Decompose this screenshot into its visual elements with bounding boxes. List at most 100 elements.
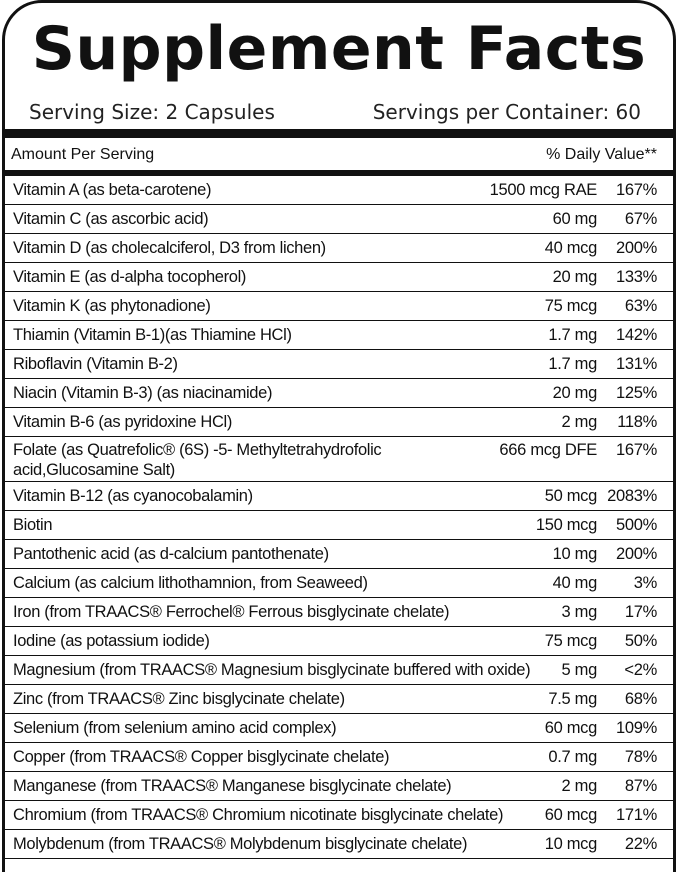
servings-per-container: Servings per Container: 60 [372,100,641,124]
nutrient-amount: 40 mg [552,574,598,592]
nutrient-row: Riboflavin (Vitamin B-2) 1.7 mg 131% [5,350,673,379]
nutrient-name: Niacin (Vitamin B-3) (as niacinamide) [13,384,273,402]
nutrient-amount: 3 mg [561,603,598,621]
daily-value-label: % Daily Value** [546,146,657,163]
nutrient-row: Vitamin K (as phytonadione) 75 mcg 63% [5,292,673,321]
nutrient-amount: 60 mcg [544,719,598,737]
nutrient-name: Molybdenum (from TRAACS® Molybdenum bisg… [13,835,468,853]
nutrient-row: Copper (from TRAACS® Copper bisglycinate… [5,743,673,772]
nutrient-daily-value: 131% [615,355,657,373]
nutrient-row: Pantothenic acid (as d-calcium pantothen… [5,540,673,569]
nutrient-amount: 1.7 mg [548,326,597,344]
nutrient-daily-value: 118% [617,413,657,431]
nutrient-daily-value: 200% [615,239,657,257]
column-header: Amount Per Serving % Daily Value** [11,141,657,169]
nutrient-daily-value: 2083% [607,487,657,505]
nutrient-name: Chromium (from TRAACS® Chromium nicotina… [13,806,504,824]
nutrient-name: Manganese (from TRAACS® Manganese bisgly… [13,777,452,795]
nutrient-table: Vitamin A (as beta-carotene) 1500 mcg RAE… [5,176,673,859]
nutrient-amount: 10 mg [552,545,598,563]
nutrient-daily-value: 67% [624,210,657,228]
nutrient-amount: 7.5 mg [548,690,597,708]
nutrient-row: Manganese (from TRAACS® Manganese bisgly… [5,772,673,801]
nutrient-amount: 75 mcg [544,632,598,650]
nutrient-name: Riboflavin (Vitamin B-2) [13,355,178,373]
serving-info: Serving Size: 2 Capsules Servings per Co… [29,98,641,126]
nutrient-amount: 1500 mcg RAE [489,181,598,199]
nutrient-row: Vitamin E (as d-alpha tocopherol) 20 mg 13… [5,263,673,292]
nutrient-name: Vitamin E (as d-alpha tocopherol) [13,268,247,286]
nutrient-daily-value: 68% [624,690,657,708]
nutrient-row: Molybdenum (from TRAACS® Molybdenum bisg… [5,830,673,859]
nutrient-daily-value: 17% [624,603,657,621]
nutrient-name: Iodine (as potassium iodide) [13,632,210,650]
nutrient-daily-value: 500% [615,516,657,534]
nutrient-daily-value: 171% [615,806,657,824]
nutrient-row: Biotin 150 mcg 500% [5,511,673,540]
nutrient-row: Iron (from TRAACS® Ferrochel® Ferrous bi… [5,598,673,627]
nutrient-name: Vitamin K (as phytonadione) [13,297,211,315]
nutrient-name: Vitamin C (as ascorbic acid) [13,210,209,228]
amount-per-serving-label: Amount Per Serving [11,146,155,163]
nutrient-daily-value: 200% [615,545,657,563]
serving-size: Serving Size: 2 Capsules [29,100,275,124]
nutrient-name: Pantothenic acid (as d-calcium pantothen… [13,545,329,563]
nutrient-name: Iron (from TRAACS® Ferrochel® Ferrous bi… [13,603,450,621]
nutrient-row: Selenium (from selenium amino acid compl… [5,714,673,743]
nutrient-name: Vitamin B-12 (as cyanocobalamin) [13,487,253,505]
nutrient-amount: 20 mg [552,268,598,286]
nutrient-name: Biotin [13,516,53,534]
nutrient-name: Magnesium (from TRAACS® Magnesium bisgly… [13,661,531,679]
nutrient-amount: 150 mcg [535,516,597,534]
nutrient-row: Calcium (as calcium lithothamnion, from … [5,569,673,598]
nutrient-amount: 75 mcg [544,297,598,315]
nutrient-daily-value: 3% [633,574,658,592]
nutrient-name: Calcium (as calcium lithothamnion, from … [13,574,368,592]
nutrient-row: Thiamin (Vitamin B-1)(as Thiamine HCl) 1.… [5,321,673,350]
nutrient-daily-value: 167% [615,441,657,459]
nutrient-name: Folate (as Quatrefolic® (6S) -5- Methylt… [13,441,382,479]
nutrient-name: Vitamin A (as beta-carotene) [13,181,212,199]
nutrient-amount: 0.7 mg [548,748,597,766]
nutrient-daily-value: 133% [615,268,657,286]
nutrient-amount: 10 mcg [544,835,598,853]
thick-divider [5,129,673,138]
nutrient-amount: 5 mg [561,661,598,679]
nutrient-amount: 60 mcg [544,806,598,824]
nutrient-row: Vitamin D (as cholecalciferol, D3 from l… [5,234,673,263]
nutrient-name: Copper (from TRAACS® Copper bisglycinate… [13,748,390,766]
nutrient-amount: 2 mg [561,413,598,431]
nutrient-amount: 60 mg [552,210,598,228]
nutrient-row: Vitamin A (as beta-carotene) 1500 mcg RAE… [5,176,673,205]
nutrient-name: Selenium (from selenium amino acid compl… [13,719,337,737]
nutrient-row: Vitamin B-6 (as pyridoxine HCl) 2 mg 118% [5,408,673,437]
nutrient-amount: 20 mg [552,384,598,402]
nutrient-amount: 666 mcg DFE [499,441,597,459]
nutrient-row: Niacin (Vitamin B-3) (as niacinamide) 20 … [5,379,673,408]
nutrient-daily-value: 87% [624,777,657,795]
nutrient-daily-value: 142% [615,326,657,344]
nutrient-daily-value: 63% [624,297,657,315]
nutrient-name: Thiamin (Vitamin B-1)(as Thiamine HCl) [13,326,292,344]
nutrient-daily-value: 22% [624,835,657,853]
nutrient-name: Zinc (from TRAACS® Zinc bisglycinate che… [13,690,345,708]
nutrient-daily-value: 167% [615,181,657,199]
header-divider [5,170,673,176]
panel-title: Supplement Facts [31,14,647,84]
nutrient-amount: 1.7 mg [548,355,597,373]
nutrient-name: Vitamin B-6 (as pyridoxine HCl) [13,413,233,431]
nutrient-daily-value: 50% [624,632,657,650]
nutrient-daily-value: 125% [615,384,657,402]
nutrient-row: Zinc (from TRAACS® Zinc bisglycinate che… [5,685,673,714]
nutrient-amount: 2 mg [561,777,598,795]
nutrient-daily-value: 78% [624,748,657,766]
nutrient-row: Chromium (from TRAACS® Chromium nicotina… [5,801,673,830]
nutrient-row: Iodine (as potassium iodide) 75 mcg 50% [5,627,673,656]
nutrient-amount: 40 mcg [544,239,598,257]
nutrient-row: Vitamin B-12 (as cyanocobalamin) 50 mcg 20… [5,482,673,511]
nutrient-row: Folate (as Quatrefolic® (6S) -5- Methylt… [5,437,673,482]
nutrient-daily-value: 109% [615,719,657,737]
nutrient-daily-value: <2% [624,661,657,679]
nutrient-amount: 50 mcg [544,487,598,505]
